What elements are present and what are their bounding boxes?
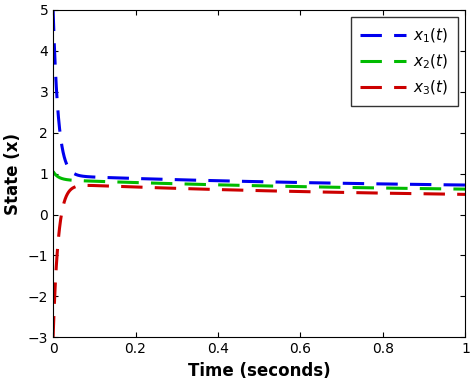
$x_3(t)$	[50, 335, 56, 340]
$x_1(t)$	[208, 178, 213, 183]
$x_1(t)$	[389, 182, 395, 186]
$x_2(t)$	[298, 184, 303, 189]
$x_3(t)$	[125, 184, 131, 189]
$x_3(t)$	[208, 187, 214, 192]
$x_1(t)$	[50, 7, 56, 12]
$x_3(t)$	[463, 192, 468, 197]
$x_2(t)$	[208, 182, 213, 187]
$x_3(t)$	[319, 190, 324, 194]
$x_2(t)$	[319, 185, 324, 189]
$x_2(t)$	[125, 180, 131, 185]
$x_1(t)$	[319, 180, 324, 185]
$x_2(t)$	[50, 169, 56, 174]
$x_1(t)$	[298, 180, 303, 185]
$x_1(t)$	[463, 183, 468, 187]
Legend: $x_1(t)$, $x_2(t)$, $x_3(t)$: $x_1(t)$, $x_2(t)$, $x_3(t)$	[351, 17, 458, 106]
Line: $x_1(t)$: $x_1(t)$	[53, 10, 465, 185]
$x_1(t)$	[358, 181, 364, 186]
$x_3(t)$	[298, 189, 303, 194]
Line: $x_3(t)$: $x_3(t)$	[53, 185, 465, 338]
$x_2(t)$	[358, 185, 364, 190]
$x_3(t)$	[84, 183, 90, 188]
$x_2(t)$	[389, 186, 395, 190]
Line: $x_2(t)$: $x_2(t)$	[53, 172, 465, 189]
$x_2(t)$	[463, 187, 468, 192]
X-axis label: Time (seconds): Time (seconds)	[188, 362, 330, 380]
$x_3(t)$	[358, 190, 364, 195]
Y-axis label: State (x): State (x)	[4, 132, 22, 215]
$x_1(t)$	[125, 176, 131, 180]
$x_3(t)$	[389, 191, 395, 195]
